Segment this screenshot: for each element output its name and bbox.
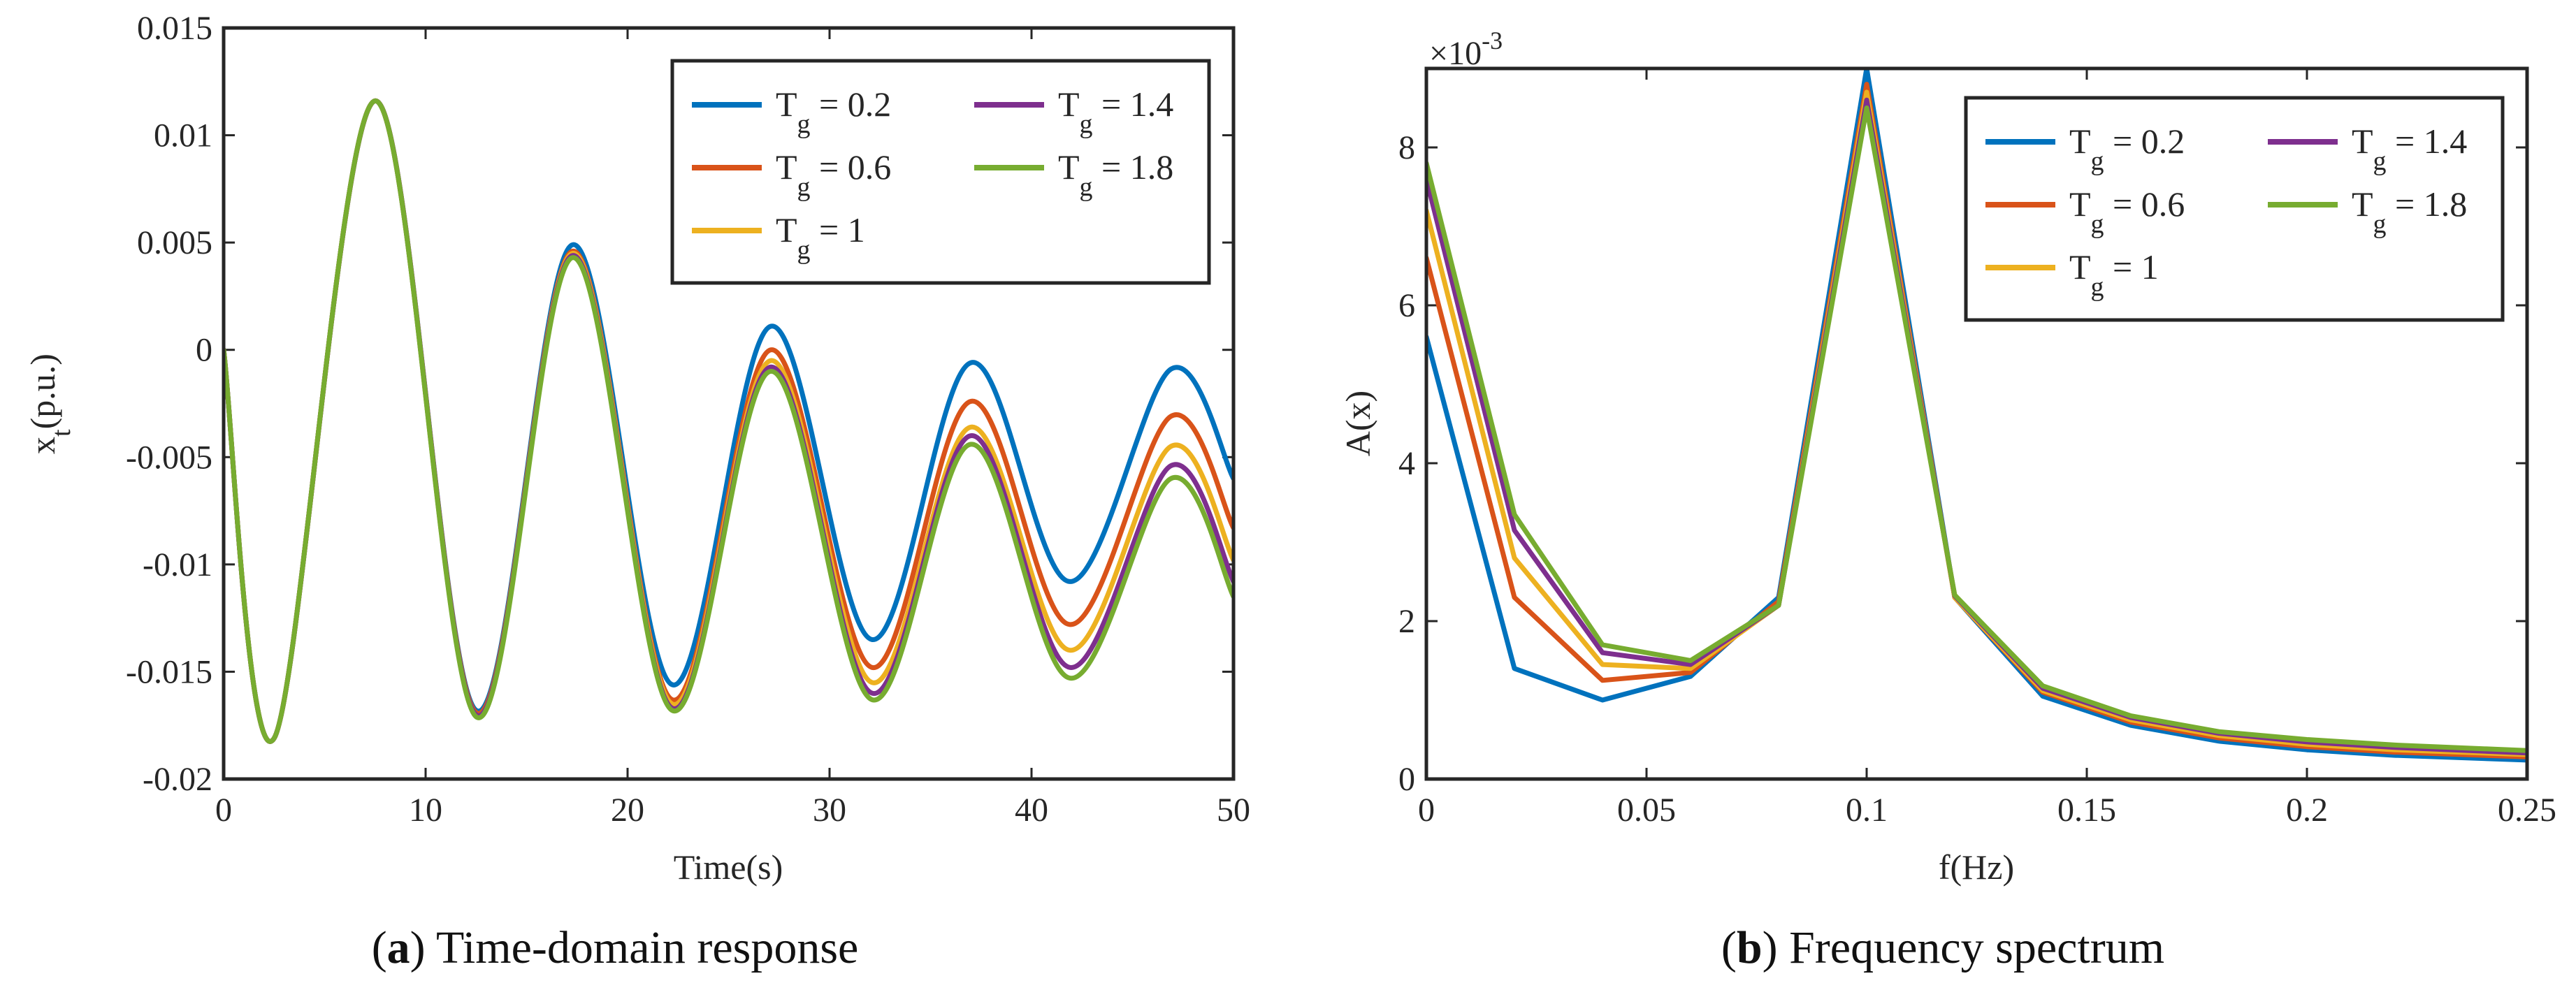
y-tick-label-a-3: -0.005 [126,439,212,476]
legend-item-a-3: Tg = 1.4 [974,85,1173,139]
x-tick-label-b-5: 0.25 [2498,792,2556,829]
legend-label-a-0: Tg = 0.2 [776,85,891,139]
x-tick-label-a-5: 50 [1217,792,1250,829]
x-tick-label-a-0: 0 [215,792,232,829]
y-axis-exponent-b: ×10-3 [1429,27,1503,72]
legend-item-b-4: Tg = 1.8 [2268,184,2467,239]
legend-item-b-2: Tg = 1 [1985,247,2159,302]
caption-a-text: Time-domain response [426,922,859,973]
legend-a: Tg = 0.2 Tg = 0.6 Tg = 1 Tg = 1.4 Tg = 1.8 [670,59,1211,285]
legend-box-a [670,59,1211,285]
y-tick-label-a-2: -0.01 [143,546,212,583]
legend-item-a-1: Tg = 0.6 [692,147,891,202]
legend-item-a-2: Tg = 1 [692,210,865,265]
x-tick-label-a-1: 10 [409,792,442,829]
tick-labels-b: 0 0.05 0.1 0.15 0.2 0.25 0 2 4 6 8 [1398,129,2556,829]
legend-label-b-2: Tg = 1 [2069,247,2159,302]
tick-labels-a: 0 10 20 30 40 50 -0.02 -0.015 -0.01 -0.005 0 0.005 0… [126,10,1250,829]
legend-label-a-1: Tg = 0.6 [776,147,891,202]
legend-box-b [1964,96,2505,322]
panel-b-frequency-spectrum: 0 0.05 0.1 0.15 0.2 0.25 0 2 4 6 8 ×10-3 f(Hz) A(x… [1338,27,2556,973]
legend-label-b-4: Tg = 1.8 [2352,184,2467,239]
y-tick-label-b-4: 8 [1398,129,1415,166]
y-tick-label-b-0: 0 [1398,761,1415,798]
y-exponent-base: ×10 [1429,35,1482,72]
y-tick-label-a-5: 0.005 [137,224,212,261]
legend-item-a-0: Tg = 0.2 [692,85,891,139]
x-tick-label-b-1: 0.05 [1617,792,1676,829]
panel-a-time-domain: 0 10 20 30 40 50 -0.02 -0.015 -0.01 -0.005 0 0.005 0… [23,10,1250,973]
x-tick-label-a-4: 40 [1015,792,1048,829]
caption-a-letter: a [387,922,410,973]
y-axis-label-a: xt(p.u.) [23,354,76,454]
y-axis-label-b: A(x) [1338,391,1377,456]
x-tick-label-b-2: 0.1 [1846,792,1888,829]
caption-b-text: Frequency spectrum [1778,922,2165,973]
x-axis-label-a: Time(s) [674,847,783,887]
y-tick-label-a-1: -0.015 [126,653,212,690]
axes-frame-b [1424,66,2529,781]
x-tick-label-b-3: 0.15 [2057,792,2116,829]
legend-label-b-0: Tg = 0.2 [2069,122,2185,176]
y-axis-label-a-main: x [23,437,62,454]
y-exponent-power: -3 [1482,27,1503,54]
caption-b-letter: b [1737,922,1763,973]
y-tick-label-a-6: 0.01 [154,117,212,154]
legend-label-a-3: Tg = 1.4 [1058,85,1173,139]
legend-b: Tg = 0.2 Tg = 0.6 Tg = 1 Tg = 1.4 Tg = 1.8 [1964,96,2505,322]
y-axis-label-a-rest: (p.u.) [23,354,62,429]
y-tick-label-a-4: 0 [196,332,212,369]
legend-label-a-2: Tg = 1 [776,210,865,265]
series-lines-a [224,98,1233,744]
legend-item-b-1: Tg = 0.6 [1985,184,2185,239]
y-tick-label-b-3: 6 [1398,287,1415,324]
legend-label-b-1: Tg = 0.6 [2069,184,2185,239]
y-axis-label-a-sub: t [47,429,76,437]
x-tick-label-b-4: 0.2 [2286,792,2328,829]
series-line-a-4 [224,98,1233,744]
x-tick-label-a-2: 20 [611,792,644,829]
y-tick-label-b-1: 2 [1398,603,1415,640]
axes-frame-a [222,26,1236,781]
y-tick-label-a-7: 0.015 [137,10,212,47]
series-lines-b [1426,68,2527,763]
x-axis-label-b: f(Hz) [1939,847,2014,887]
series-line-b-4 [1426,105,2527,753]
x-tick-label-a-3: 30 [813,792,846,829]
caption-a: (a) Time-domain response [372,922,859,973]
legend-item-b-3: Tg = 1.4 [2268,122,2467,176]
legend-label-b-3: Tg = 1.4 [2352,122,2467,176]
legend-label-a-4: Tg = 1.8 [1058,147,1173,202]
legend-item-b-0: Tg = 0.2 [1985,122,2185,176]
y-tick-label-b-2: 4 [1398,445,1415,482]
caption-b: (b) Frequency spectrum [1721,922,2164,973]
x-tick-label-b-0: 0 [1418,792,1435,829]
y-tick-label-a-0: -0.02 [143,761,212,798]
legend-item-a-4: Tg = 1.8 [974,147,1173,202]
